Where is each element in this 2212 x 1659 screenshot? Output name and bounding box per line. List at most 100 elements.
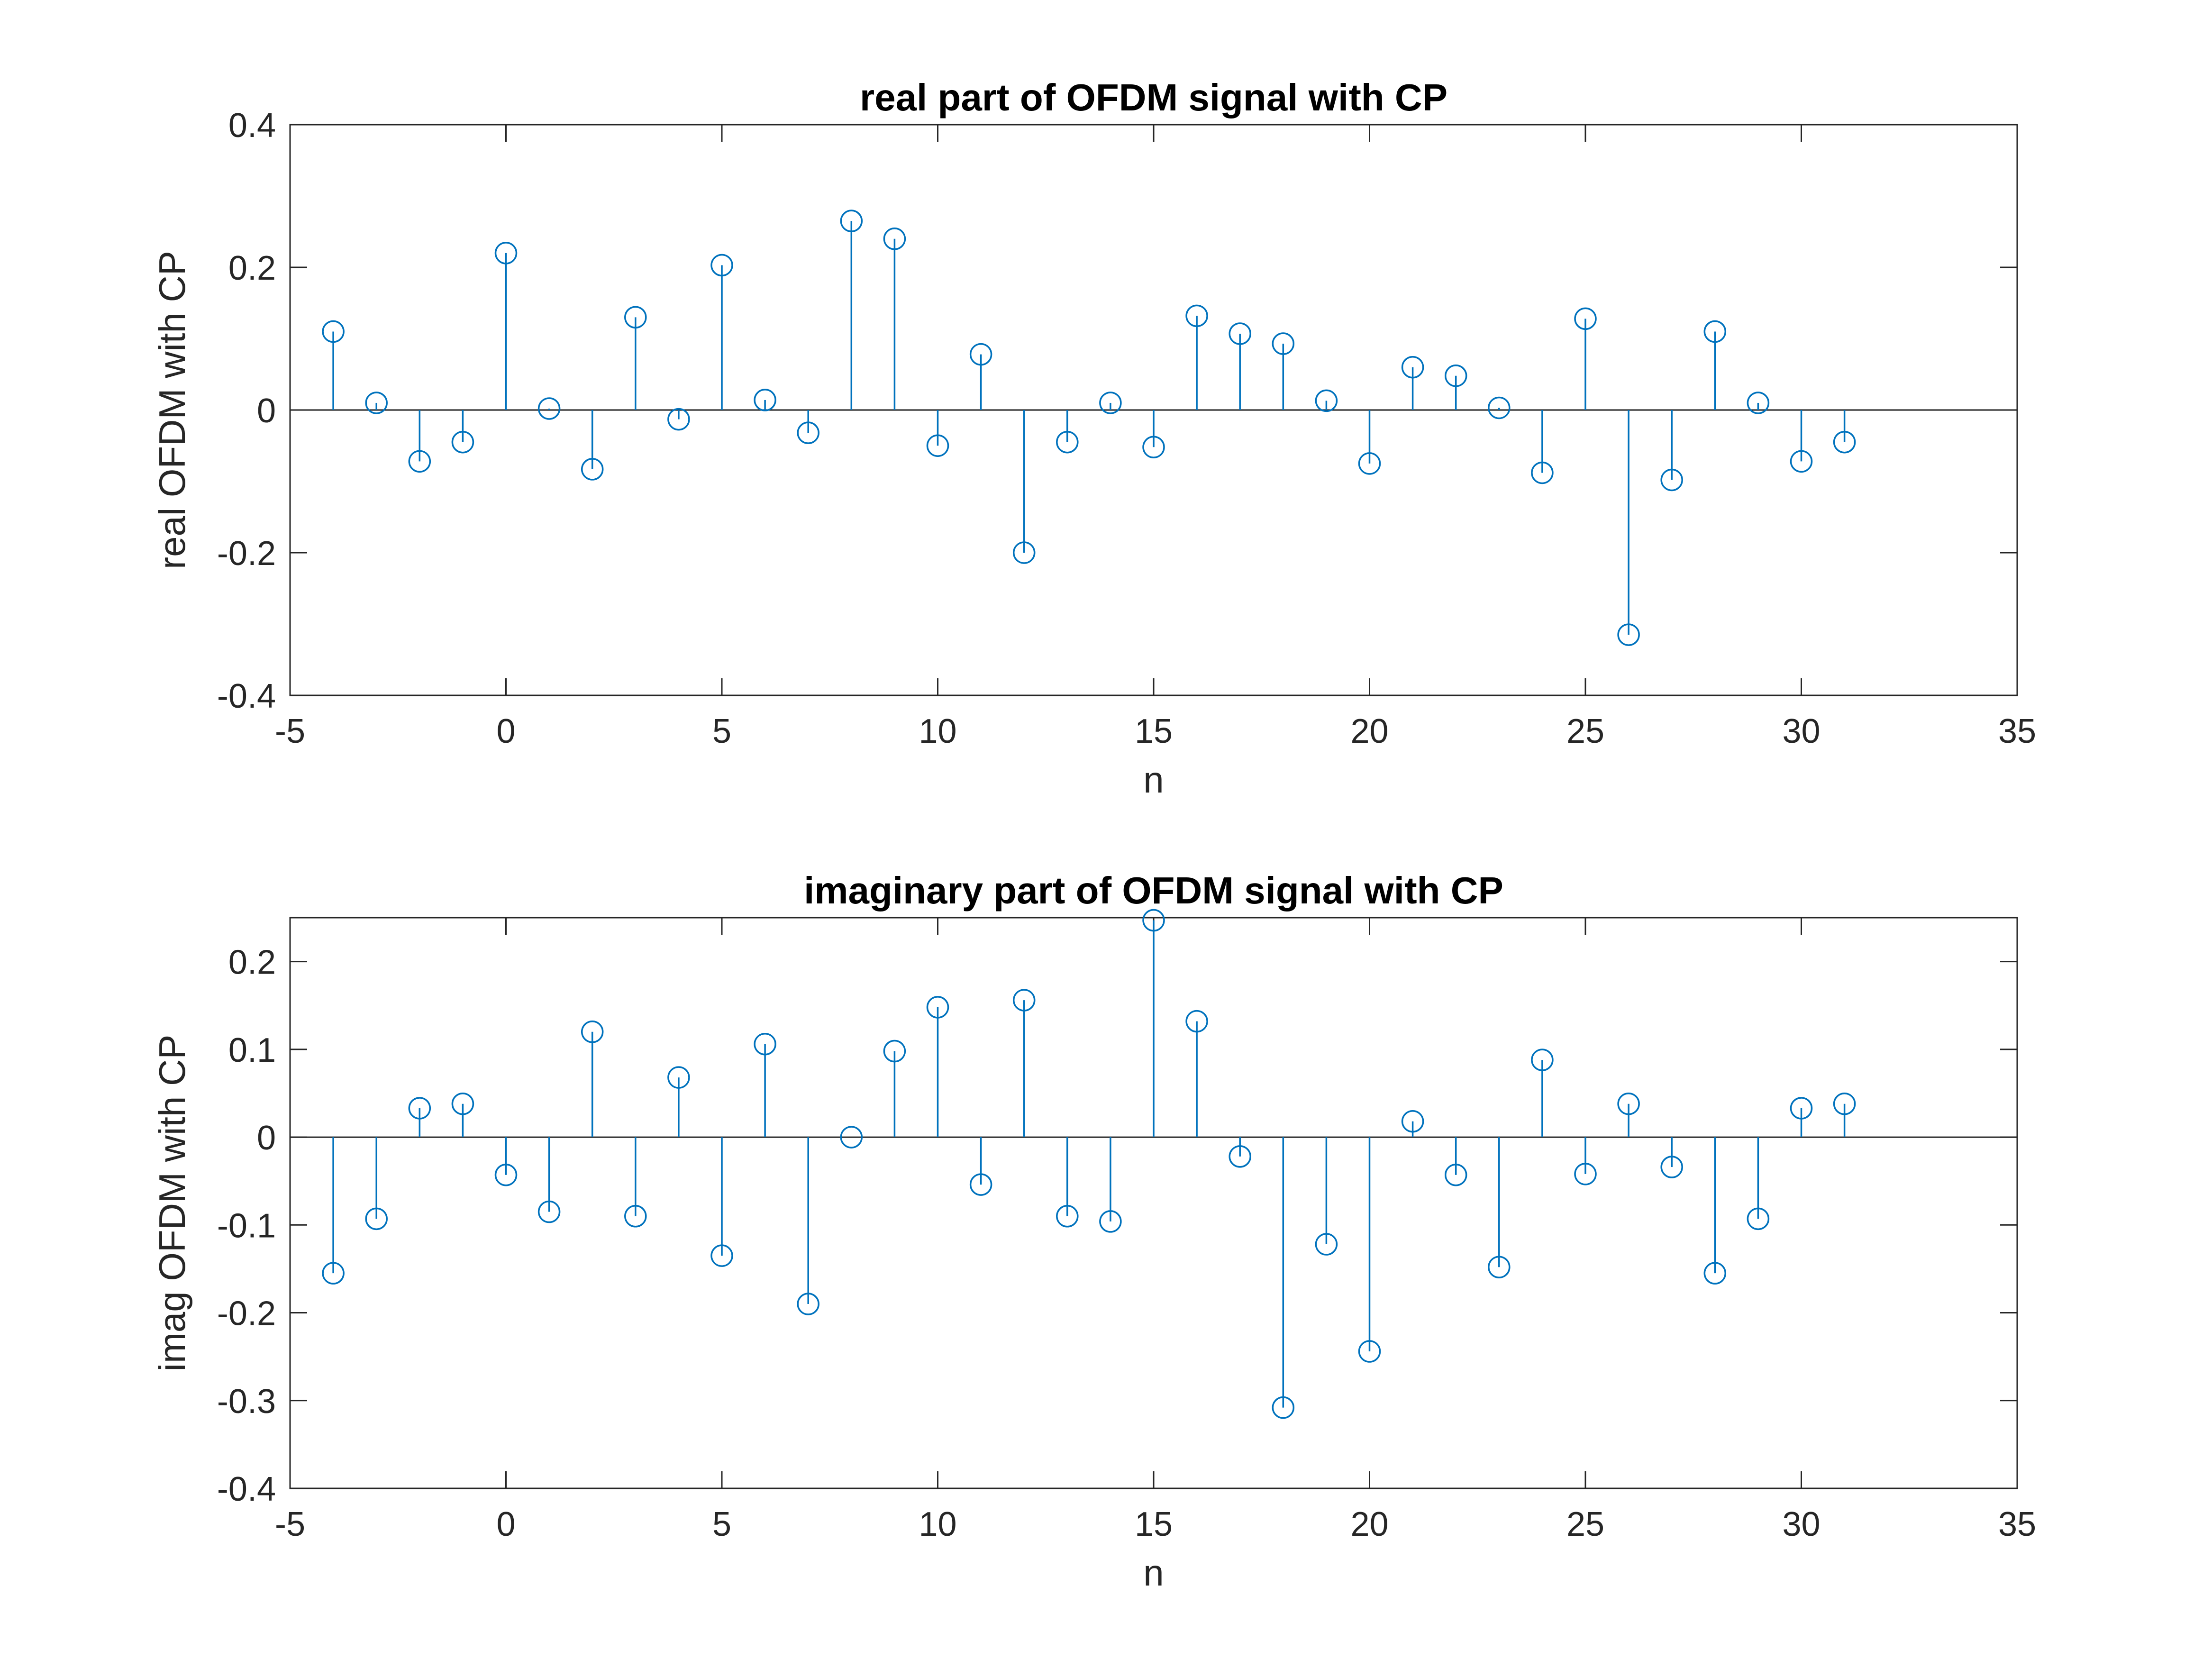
stem-marker: [1142, 909, 1165, 932]
stem-marker: [1401, 1110, 1424, 1133]
x-tick-label: 25: [1566, 712, 1604, 750]
x-tick-label: 0: [496, 1505, 515, 1543]
stem-marker: [667, 408, 690, 431]
stem-marker: [1142, 436, 1165, 459]
stem-marker: [1229, 1145, 1251, 1168]
y-tick-label: -0.2: [217, 535, 276, 573]
x-tick-label: 35: [1998, 712, 2036, 750]
stem-marker: [1099, 392, 1122, 414]
stem-marker: [451, 1092, 474, 1115]
y-axis-label: real OFDM with CP: [151, 251, 193, 569]
x-tick-label: 20: [1350, 712, 1388, 750]
stem-marker: [1012, 541, 1036, 564]
stem-marker: [494, 242, 518, 264]
stem-marker: [1099, 1210, 1122, 1233]
stem-marker: [926, 434, 949, 457]
y-tick-label: -0.4: [217, 1470, 276, 1508]
stem-marker: [1401, 356, 1424, 379]
stem-marker: [1574, 1163, 1597, 1185]
x-axis-label: n: [1143, 1552, 1164, 1594]
stem-marker: [1617, 1092, 1640, 1115]
stem-marker: [1272, 1396, 1295, 1419]
y-tick-label: 0.2: [228, 249, 276, 287]
stem-marker: [537, 1200, 561, 1223]
x-tick-label: 35: [1998, 1505, 2036, 1543]
y-tick-label: -0.4: [217, 677, 276, 715]
y-tick-label: -0.2: [217, 1295, 276, 1333]
stem-marker: [667, 1066, 690, 1089]
stem-marker: [1444, 365, 1467, 387]
y-tick-label: -0.1: [217, 1207, 276, 1245]
stem-marker: [624, 306, 647, 329]
stem-marker: [1444, 1163, 1467, 1186]
stem-marker: [710, 1244, 733, 1267]
x-tick-label: 25: [1566, 1505, 1604, 1543]
stem-marker: [797, 1293, 819, 1315]
stem-marker: [408, 450, 431, 473]
stem-marker: [365, 1207, 388, 1231]
chart-panel-2: -5 0 5 10 15 20 25 30 35 -0.4 -0.3 -0.2 -0.1 0 0.1 0.2 i…: [151, 869, 2036, 1594]
stem-marker: [365, 392, 388, 414]
stem-marker: [1574, 307, 1597, 330]
x-tick-label: 15: [1135, 1505, 1173, 1543]
x-tick-label: 10: [919, 712, 956, 750]
stem-marker: [322, 320, 345, 343]
stem-marker: [581, 1021, 604, 1043]
x-axis-label: n: [1143, 759, 1164, 801]
stem-marker: [1358, 452, 1381, 475]
x-tick-label: -5: [275, 1505, 305, 1543]
stem-marker: [1747, 1207, 1770, 1231]
stem-marker: [451, 430, 474, 454]
stem-marker: [840, 1126, 863, 1149]
stem-marker: [754, 389, 776, 411]
stem-marker: [926, 996, 949, 1019]
stem-marker: [1056, 1205, 1079, 1228]
stem-marker: [1315, 1233, 1338, 1256]
x-tick-label: -5: [275, 712, 305, 750]
stem-marker: [322, 1262, 345, 1285]
stem-marker: [1358, 1340, 1381, 1363]
stem-marker: [1185, 1010, 1208, 1033]
x-tick-label: 15: [1135, 712, 1173, 750]
stem-marker: [408, 1097, 431, 1120]
x-tick-label: 5: [712, 1505, 731, 1543]
stem-marker: [1703, 320, 1727, 343]
stem-marker: [1790, 1097, 1813, 1120]
stem-marker: [1660, 468, 1683, 492]
stem-marker: [969, 1173, 992, 1196]
x-tick-label: 20: [1350, 1505, 1388, 1543]
stem-marker: [1272, 332, 1295, 355]
y-tick-label: 0.4: [228, 107, 276, 145]
stem-marker: [1531, 461, 1554, 484]
stem-marker: [494, 1163, 518, 1186]
stem-marker: [710, 254, 733, 277]
stem-marker: [624, 1205, 647, 1228]
x-tick-label: 5: [712, 712, 731, 750]
stem-marker: [1531, 1048, 1554, 1071]
stem-marker: [1703, 1262, 1727, 1285]
stem-marker: [840, 210, 863, 232]
stem-marker: [1185, 304, 1208, 328]
stem-marker: [754, 1032, 776, 1056]
x-tick-label: 0: [496, 712, 515, 750]
y-tick-label: 0.2: [228, 944, 276, 982]
stem-marker: [1617, 623, 1640, 646]
stem-marker: [1790, 450, 1813, 473]
chart-panel-1: -5 0 5 10 15 20 25 30 35 -0.4 -0.2 0 0.2 0.4 real part…: [151, 76, 2036, 801]
stem-marker: [537, 397, 561, 420]
stem-marker: [1833, 430, 1856, 454]
stem-marker: [883, 228, 906, 250]
stem-marker: [1747, 392, 1770, 414]
stem-marker: [1229, 322, 1251, 345]
stem-marker: [1056, 430, 1079, 454]
x-tick-label: 30: [1782, 1505, 1820, 1543]
x-tick-label: 10: [919, 1505, 956, 1543]
stem-marker: [1488, 1256, 1511, 1278]
chart-title: imaginary part of OFDM signal with CP: [804, 869, 1503, 912]
stem-marker: [969, 343, 992, 366]
chart-title: real part of OFDM signal with CP: [860, 76, 1447, 118]
y-axis-label: imag OFDM with CP: [151, 1035, 193, 1372]
stem-marker: [883, 1039, 906, 1063]
stem-marker: [581, 458, 604, 481]
